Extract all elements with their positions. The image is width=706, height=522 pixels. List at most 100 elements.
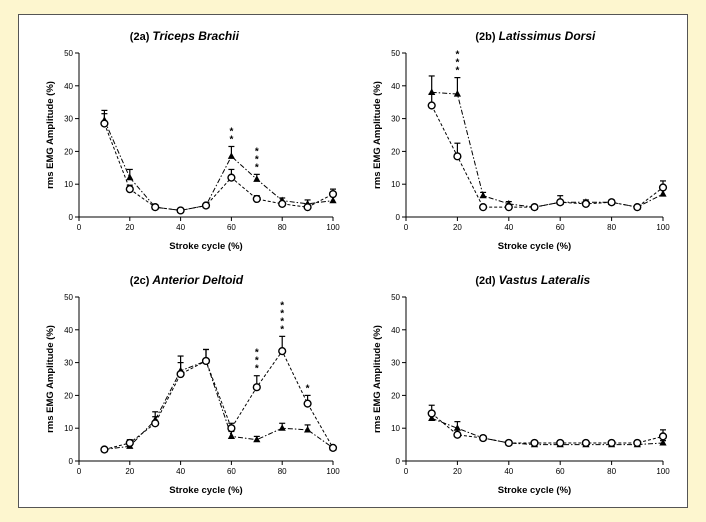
chart-panel-1: (2a) Triceps Brachii 0 10 20 30 40 50 0 20 40 60 80… [45,29,340,252]
data-point-triangle [428,414,436,421]
series-line-circle [431,105,664,208]
series-line-circle [104,350,334,451]
data-point-circle [303,203,312,212]
x-tick-label: 40 [176,223,185,232]
data-point-circle [278,199,287,208]
x-tick-label: 80 [278,467,287,476]
data-point-circle [658,183,668,192]
x-tick-label: 20 [125,223,134,232]
y-tick-label: 40 [391,82,400,91]
y-tick-label: 50 [391,293,400,302]
data-point-circle [303,399,312,408]
y-tick-label: 30 [64,359,73,368]
x-tick-label: 100 [656,467,670,476]
series-line-triangle [431,91,664,208]
significance-marker: ** [229,126,233,145]
data-point-circle [125,438,134,448]
data-point-triangle [253,175,261,182]
data-point-circle [151,203,160,212]
significance-marker: **** [280,300,284,335]
data-point-triangle [278,424,286,431]
data-point-circle [504,203,513,212]
y-tick-label: 20 [64,391,73,400]
x-tick-label: 40 [176,467,185,476]
data-point-triangle [479,191,487,199]
y-tick-label: 0 [69,213,74,222]
data-point-circle [556,438,565,448]
y-axis-title: rms EMG Amplitude (%) [372,325,383,433]
x-tick-label: 0 [77,467,82,476]
data-point-circle [201,201,211,210]
asterisk: * [280,308,284,319]
chart-panel-2: (2b) Latissimus Dorsi 0 10 20 30 40 50 0 20 40 60 8… [372,29,670,252]
y-axis-title: rms EMG Amplitude (%) [45,325,56,433]
data-point-triangle [253,435,261,443]
y-tick-label: 20 [391,147,400,156]
x-tick-label: 100 [326,223,340,232]
x-tick-label: 100 [656,223,670,232]
asterisk: * [455,58,459,69]
data-point-circle [581,199,591,208]
data-point-circle [427,409,436,418]
y-tick-label: 0 [396,457,401,466]
data-point-circle [328,443,338,452]
y-tick-label: 30 [64,115,73,124]
y-tick-label: 0 [396,213,401,222]
x-axis-title: Stroke cycle (%) [498,485,571,496]
panel-title: (2c) Anterior Deltoid [130,273,244,287]
asterisk: * [255,154,259,165]
data-point-circle [328,189,338,199]
y-axis-title: rms EMG Amplitude (%) [45,81,56,189]
data-point-triangle [659,190,667,197]
data-point-triangle [304,425,312,433]
y-tick-label: 0 [69,457,74,466]
y-tick-label: 30 [391,115,400,124]
data-point-circle [252,383,261,392]
data-point-circle [530,203,539,212]
emg-charts: (2a) Triceps Brachii 0 10 20 30 40 50 0 20 40 60 80… [45,29,670,496]
significance-marker: *** [255,146,259,173]
panel-label: (2d) [475,275,498,287]
data-point-circle [176,206,185,215]
data-point-circle [658,432,668,441]
data-point-circle [607,198,616,207]
x-tick-label: 0 [77,223,82,232]
y-tick-label: 20 [64,147,73,156]
asterisk: * [455,50,459,61]
muscle-name: Vastus Lateralis [499,273,591,287]
y-tick-label: 50 [391,49,400,58]
x-tick-label: 20 [453,223,462,232]
x-tick-label: 40 [504,223,513,232]
data-point-triangle [329,196,337,204]
data-point-circle [100,445,109,454]
significance-marker: *** [455,50,459,77]
data-point-triangle [453,424,461,431]
y-tick-label: 40 [64,326,73,335]
data-point-circle [252,194,261,204]
data-point-circle [479,433,488,443]
data-point-circle [151,419,160,428]
x-tick-label: 60 [227,223,236,232]
asterisk: * [455,66,459,77]
x-tick-label: 0 [404,467,409,476]
asterisk: * [255,162,259,173]
data-point-circle [227,424,236,433]
y-tick-label: 50 [64,293,73,302]
data-point-circle [556,198,565,207]
y-tick-label: 40 [391,326,400,335]
data-point-circle [633,203,642,212]
x-axis-title: Stroke cycle (%) [498,241,571,252]
y-axis-title: rms EMG Amplitude (%) [372,81,383,189]
series-line-triangle [431,417,664,446]
data-point-circle [227,173,236,182]
significance-marker: * [306,383,310,394]
x-tick-label: 40 [504,467,513,476]
panel-label: (2c) [130,275,153,287]
y-tick-label: 10 [391,180,400,189]
x-tick-label: 60 [556,467,565,476]
asterisk: * [229,126,233,137]
data-point-circle [581,438,591,448]
asterisk: * [255,146,259,157]
data-point-circle [504,438,513,448]
data-point-circle [453,152,462,161]
